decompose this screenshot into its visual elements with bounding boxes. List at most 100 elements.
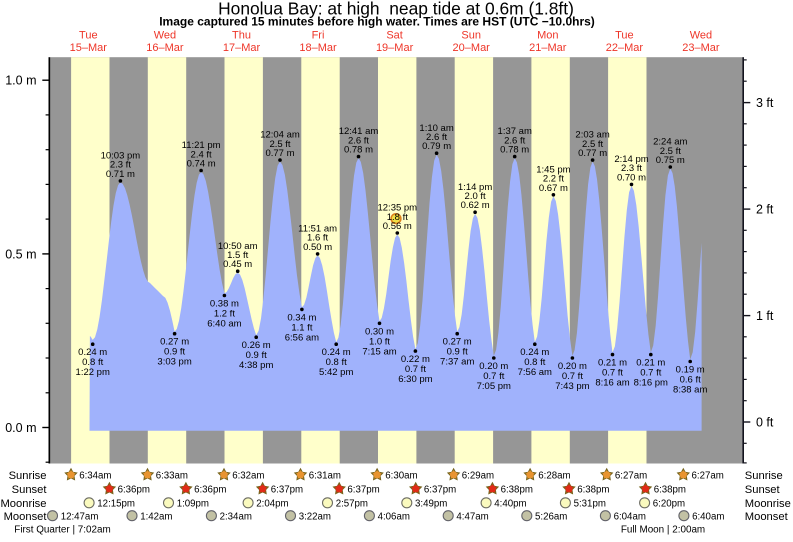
svg-text:Wed: Wed xyxy=(154,30,176,42)
svg-text:1.0 ft: 1.0 ft xyxy=(369,336,390,347)
svg-text:6:38pm: 6:38pm xyxy=(501,485,533,496)
svg-text:0.27 m: 0.27 m xyxy=(443,337,472,348)
svg-text:1:22 pm: 1:22 pm xyxy=(76,367,110,378)
svg-text:0.71 m: 0.71 m xyxy=(106,169,135,180)
svg-text:0.24 m: 0.24 m xyxy=(520,347,549,358)
svg-text:1 ft: 1 ft xyxy=(756,309,774,323)
svg-text:0.24 m: 0.24 m xyxy=(322,347,351,358)
svg-text:6:37pm: 6:37pm xyxy=(424,485,456,496)
svg-text:2.5 ft: 2.5 ft xyxy=(582,139,603,150)
svg-text:18–Mar: 18–Mar xyxy=(299,42,337,54)
svg-text:2:04pm: 2:04pm xyxy=(256,499,288,510)
svg-text:0.67 m: 0.67 m xyxy=(539,183,568,194)
svg-text:Sunset: Sunset xyxy=(745,484,781,496)
svg-text:1.1 ft: 1.1 ft xyxy=(291,322,312,333)
svg-text:6:32am: 6:32am xyxy=(232,471,264,482)
svg-text:6:27am: 6:27am xyxy=(615,471,647,482)
svg-text:11:21 pm: 11:21 pm xyxy=(182,140,221,151)
svg-text:3:03 pm: 3:03 pm xyxy=(157,357,191,368)
svg-text:10:03 pm: 10:03 pm xyxy=(101,151,141,162)
svg-text:6:37pm: 6:37pm xyxy=(271,485,303,496)
svg-text:1.6 ft: 1.6 ft xyxy=(307,233,328,244)
svg-text:Moonrise: Moonrise xyxy=(0,498,46,510)
svg-text:Moonrise: Moonrise xyxy=(745,498,791,510)
svg-text:0.7 ft: 0.7 ft xyxy=(640,368,661,379)
svg-text:0.9 ft: 0.9 ft xyxy=(447,347,468,358)
svg-text:16–Mar: 16–Mar xyxy=(146,42,184,54)
svg-text:7:43 pm: 7:43 pm xyxy=(555,381,589,392)
svg-text:0.21 m: 0.21 m xyxy=(636,358,665,369)
svg-text:0.75 m: 0.75 m xyxy=(656,155,685,166)
svg-text:15–Mar: 15–Mar xyxy=(70,42,108,54)
svg-text:0.6 ft: 0.6 ft xyxy=(680,375,701,386)
svg-text:1:10 am: 1:10 am xyxy=(419,123,453,134)
svg-text:0.9 ft: 0.9 ft xyxy=(164,347,185,358)
svg-text:2.6 ft: 2.6 ft xyxy=(426,132,447,143)
svg-text:0.45 m: 0.45 m xyxy=(223,259,252,270)
svg-text:7:05 pm: 7:05 pm xyxy=(477,381,511,392)
svg-text:Honolua Bay: at high neap tid: Honolua Bay: at high neap tide at 0.6m (… xyxy=(218,0,574,18)
svg-text:12:15pm: 12:15pm xyxy=(97,499,135,510)
svg-text:6:31am: 6:31am xyxy=(309,471,341,482)
svg-text:Moonset: Moonset xyxy=(745,511,789,523)
svg-text:0.9 ft: 0.9 ft xyxy=(246,350,267,361)
svg-text:0.19 m: 0.19 m xyxy=(676,365,705,376)
svg-text:Full Moon | 2:00am: Full Moon | 2:00am xyxy=(621,525,705,536)
svg-text:2:57pm: 2:57pm xyxy=(336,499,368,510)
svg-text:1:42am: 1:42am xyxy=(140,511,172,522)
svg-text:0.7 ft: 0.7 ft xyxy=(602,368,623,379)
svg-text:Fri: Fri xyxy=(312,30,325,42)
svg-text:0.78 m: 0.78 m xyxy=(344,145,373,156)
svg-text:2.5 ft: 2.5 ft xyxy=(269,139,290,150)
svg-text:6:56 am: 6:56 am xyxy=(285,332,319,343)
svg-text:2.5 ft: 2.5 ft xyxy=(660,146,681,157)
svg-text:Image captured 15 minutes befo: Image captured 15 minutes before high wa… xyxy=(159,15,595,29)
svg-text:6:36pm: 6:36pm xyxy=(194,485,226,496)
svg-text:2.2 ft: 2.2 ft xyxy=(543,174,564,185)
svg-text:4:40pm: 4:40pm xyxy=(494,499,526,510)
svg-text:10:50 am: 10:50 am xyxy=(218,241,258,252)
svg-text:4:47am: 4:47am xyxy=(456,511,488,522)
svg-text:6:40 am: 6:40 am xyxy=(207,319,241,330)
svg-text:0.24 m: 0.24 m xyxy=(78,347,107,358)
svg-text:Sunrise: Sunrise xyxy=(9,470,47,482)
svg-text:6:04am: 6:04am xyxy=(614,511,646,522)
svg-text:17–Mar: 17–Mar xyxy=(223,42,261,54)
svg-text:1:37 am: 1:37 am xyxy=(498,126,532,137)
svg-text:6:29am: 6:29am xyxy=(462,471,494,482)
svg-text:6:36pm: 6:36pm xyxy=(118,485,150,496)
svg-text:0.62 m: 0.62 m xyxy=(461,200,490,211)
svg-text:1.8 ft: 1.8 ft xyxy=(387,212,408,223)
svg-text:First Quarter | 7:02am: First Quarter | 7:02am xyxy=(14,525,110,536)
svg-text:Sat: Sat xyxy=(386,30,403,42)
svg-text:2:24 am: 2:24 am xyxy=(653,137,687,148)
svg-text:0.7 ft: 0.7 ft xyxy=(562,371,583,382)
svg-text:0.7 ft: 0.7 ft xyxy=(483,371,504,382)
svg-text:0.30 m: 0.30 m xyxy=(365,326,394,337)
svg-text:Mon: Mon xyxy=(537,30,558,42)
svg-text:12:41 am: 12:41 am xyxy=(339,126,379,137)
svg-text:0.22 m: 0.22 m xyxy=(401,354,430,365)
svg-text:0.26 m: 0.26 m xyxy=(242,340,271,351)
svg-text:8:16 am: 8:16 am xyxy=(595,378,629,389)
svg-text:Moonset: Moonset xyxy=(4,511,48,523)
svg-text:1:14 pm: 1:14 pm xyxy=(458,182,492,193)
svg-text:0 ft: 0 ft xyxy=(756,415,774,429)
svg-text:Sun: Sun xyxy=(461,30,481,42)
svg-text:1.5 ft: 1.5 ft xyxy=(227,250,248,261)
svg-text:0.20 m: 0.20 m xyxy=(479,361,508,372)
svg-text:19–Mar: 19–Mar xyxy=(376,42,414,54)
svg-text:6:20pm: 6:20pm xyxy=(653,499,685,510)
svg-text:21–Mar: 21–Mar xyxy=(529,42,567,54)
svg-text:0.8 ft: 0.8 ft xyxy=(524,357,545,368)
svg-text:1:09pm: 1:09pm xyxy=(177,499,209,510)
svg-text:Sunset: Sunset xyxy=(12,484,48,496)
svg-text:11:51 am: 11:51 am xyxy=(298,224,337,235)
svg-text:4:06am: 4:06am xyxy=(378,511,410,522)
svg-text:0.7 ft: 0.7 ft xyxy=(405,364,426,375)
svg-text:23–Mar: 23–Mar xyxy=(682,42,720,54)
svg-text:Tue: Tue xyxy=(615,30,634,42)
svg-text:5:26am: 5:26am xyxy=(535,511,567,522)
svg-text:2.0 ft: 2.0 ft xyxy=(465,191,486,202)
svg-text:8:38 am: 8:38 am xyxy=(673,385,707,396)
